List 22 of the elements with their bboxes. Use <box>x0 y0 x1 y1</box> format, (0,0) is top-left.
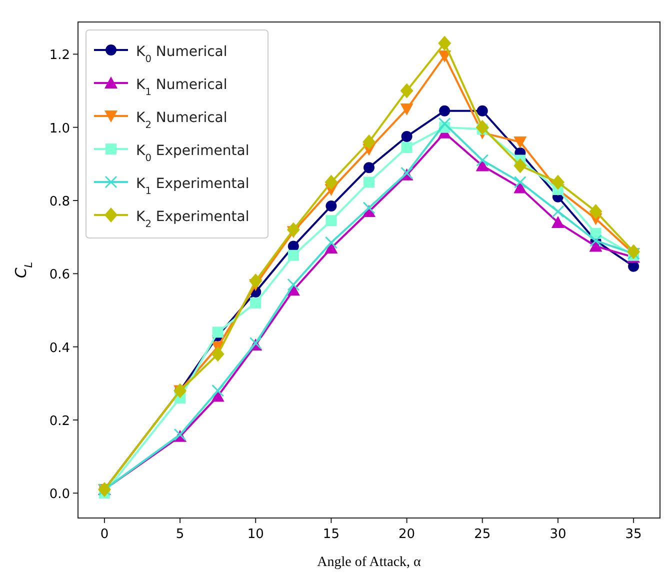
legend-label: K$_{1}$ Experimental <box>136 176 250 196</box>
y-tick-label: 1.2 <box>49 48 70 64</box>
x-tick-label: 20 <box>398 527 416 542</box>
x-axis-title: Angle of Attack, α <box>317 555 422 570</box>
y-tick-label: 0.4 <box>49 340 70 356</box>
legend-label: K$_{1}$ Numerical <box>136 77 228 98</box>
legend-label: K$_{0}$ Experimental <box>136 143 250 164</box>
x-tick-label: 35 <box>625 527 642 542</box>
legend-label: K$_{0}$ Numerical <box>136 44 228 64</box>
y-tick-label: 0.0 <box>49 487 70 502</box>
x-tick-label: 25 <box>474 527 491 542</box>
legend-label: K$_{2}$ Experimental <box>136 209 250 230</box>
x-tick-label: 0 <box>100 527 109 542</box>
y-tick-label: 0.8 <box>49 194 70 210</box>
x-tick-label: 15 <box>322 527 340 542</box>
y-tick-label: 1.0 <box>49 121 70 136</box>
y-tick-label: 0.6 <box>49 268 70 283</box>
y-tick-label: 0.2 <box>49 414 70 429</box>
x-tick-label: 30 <box>550 527 566 542</box>
x-tick-label: 5 <box>176 527 184 542</box>
legend-label: K$_{2}$ Numerical <box>136 110 228 130</box>
x-tick-label: 10 <box>247 527 264 542</box>
